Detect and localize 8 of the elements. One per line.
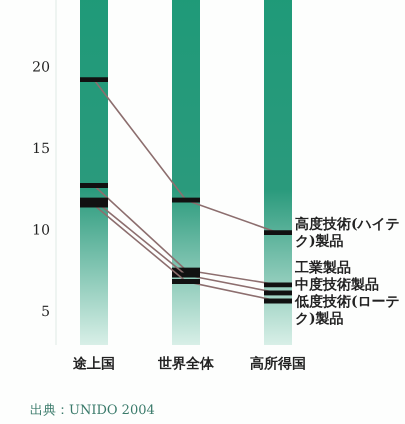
x-tick-label: 高所得国 (250, 355, 306, 372)
y-tick-label: 5 (41, 304, 50, 320)
x-tick-label: 途上国 (72, 356, 115, 372)
source-note: 出典：UNIDO 2004 (30, 403, 155, 418)
y-tick-label: 15 (32, 141, 50, 158)
y-tick-label: 10 (32, 222, 50, 238)
y-tick-label: 20 (32, 60, 50, 76)
x-tick-label: 世界全体 (157, 356, 215, 372)
